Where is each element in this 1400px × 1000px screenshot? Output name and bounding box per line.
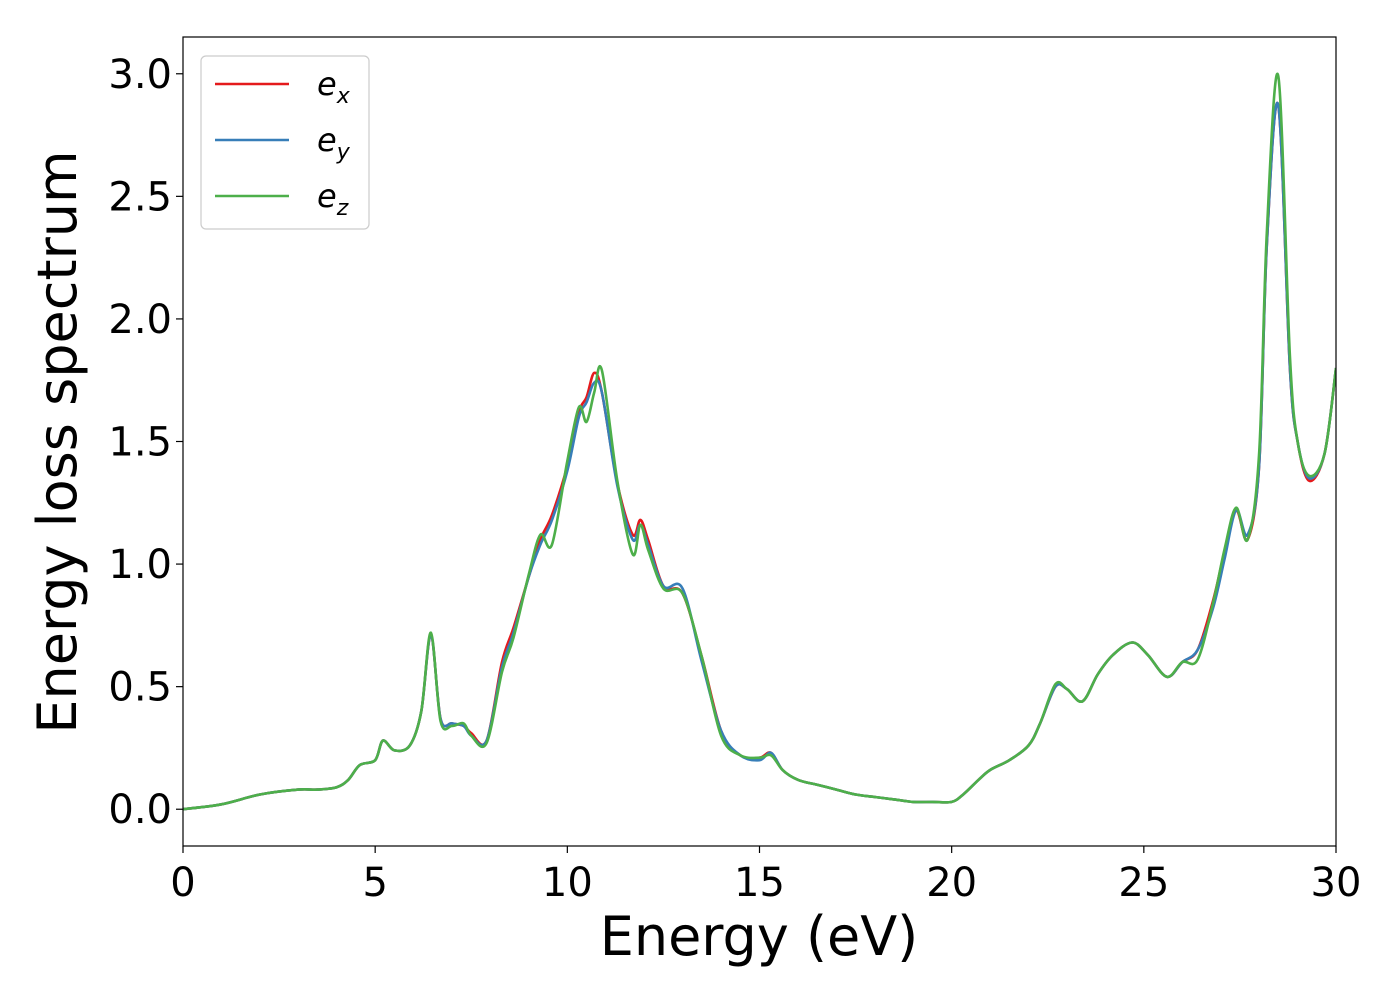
x-axis-ticks: 0 5 10 15 20 25 30 (170, 846, 1361, 906)
x-tick-label: 5 (362, 860, 387, 906)
y-tick-label: 0.0 (108, 787, 172, 833)
x-tick-label: 10 (542, 860, 593, 906)
y-tick-label: 1.5 (108, 420, 172, 466)
y-tick-label: 2.5 (108, 174, 172, 220)
y-tick-label: 1.0 (108, 542, 172, 588)
y-tick-label: 0.5 (108, 665, 172, 711)
y-tick-label: 3.0 (108, 52, 172, 98)
series-lines (183, 72, 1336, 811)
x-tick-label: 25 (1118, 860, 1169, 906)
legend-label-ez: ez (317, 177, 349, 221)
x-tick-label: 15 (734, 860, 785, 906)
y-axis-ticks: 0.0 0.5 1.0 1.5 2.0 2.5 3.0 (108, 52, 183, 833)
x-tick-label: 20 (926, 860, 977, 906)
x-axis-label: Energy (eV) (600, 905, 919, 968)
x-tick-label: 0 (170, 860, 195, 906)
series-line-ez (183, 72, 1336, 811)
y-axis-label: Energy loss spectrum (26, 150, 89, 733)
legend-label-ey: ey (317, 121, 351, 165)
legend: ex ey ez (200, 55, 370, 230)
legend-label-ex: ex (317, 65, 351, 109)
legend-box (200, 55, 370, 230)
y-tick-label: 2.0 (108, 297, 172, 343)
x-tick-label: 30 (1311, 860, 1362, 906)
